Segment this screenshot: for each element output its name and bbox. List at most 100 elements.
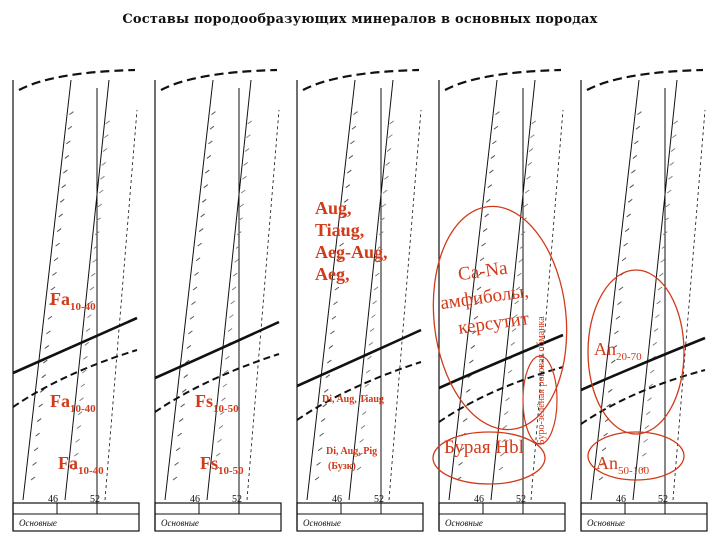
panel-5-hatch (615, 315, 621, 320)
panel-1-diagonal-3 (104, 109, 138, 501)
panel-3-hatch (364, 383, 370, 388)
panel-2-axis-label-46: 46 (190, 494, 200, 505)
p4-amphibole-ellipse (432, 205, 568, 431)
panel-4-hatch (511, 328, 517, 332)
panel-3-hatch (316, 461, 321, 466)
panel-5-hatch (611, 359, 616, 364)
panel-2-hatch (227, 328, 233, 332)
panel-2-hatch (223, 369, 229, 374)
panel-3-hatch (356, 466, 362, 471)
panel-1-hatch (72, 466, 78, 471)
panel-3-hatch (358, 452, 363, 457)
panel-1-hatch (38, 403, 43, 408)
panel-1-hatch (39, 388, 45, 393)
panel-4-hatch (502, 425, 508, 429)
panel-5-hatch (659, 272, 664, 277)
panel-5-hatch (632, 155, 638, 159)
panel-5-hatch (657, 286, 663, 291)
panel-5-hatch (607, 388, 613, 393)
panel-3-hatch (333, 301, 338, 306)
panel-4-hatch (507, 369, 513, 374)
panel-1-bottom-box (12, 502, 140, 532)
panel-2-hatch (211, 111, 216, 116)
panel-4-hatch (478, 271, 483, 276)
panel-2-hatch (185, 359, 190, 364)
panel-3-hatch (363, 397, 368, 402)
panel-5-hatch (673, 120, 678, 125)
panel-1-hatch (77, 411, 83, 415)
p3-pyroxene-aug: Aug, (315, 198, 352, 218)
panel-5-hatch (666, 189, 672, 194)
panel-4-bottom-box (438, 502, 566, 532)
panel-5-hatch (644, 425, 650, 429)
panel-4-hatch (465, 388, 471, 393)
panel-1-hatch (80, 383, 86, 388)
panel-3-hatch (381, 203, 387, 208)
panel-3-hatch (314, 476, 320, 481)
panel-3-hatch (376, 258, 381, 263)
panel-1-diagonal-1 (22, 79, 72, 501)
panel-2-hatch (236, 231, 242, 235)
p2-ferrosilite-label-mid: Fs10-50 (195, 391, 239, 415)
panel-3-boundary-curve-solid (296, 328, 422, 388)
panel-4-hatch (495, 111, 500, 116)
panel-2-hatch (188, 330, 193, 335)
panel-3-hatch (386, 148, 392, 152)
panel-3-hatch (380, 217, 385, 222)
panel-1-hatch (64, 155, 70, 159)
panel-3-hatch (320, 418, 326, 422)
panel-2-hatch (200, 213, 205, 218)
panel-1-hatch (79, 397, 84, 402)
panel-3-hatch (319, 432, 324, 437)
panel-4-hatch (489, 169, 494, 174)
panel-1-top-dashed-curve (18, 68, 136, 91)
panel-5-hatch (601, 447, 607, 452)
panel-3-hatch (384, 175, 389, 180)
panel-1-hatch (30, 476, 36, 481)
panel-1-hatch (104, 134, 109, 139)
panel-2-hatch (244, 148, 250, 152)
panel-4-hatch (475, 301, 480, 306)
panel-1-hatch (67, 125, 73, 130)
panel-1-hatch (84, 342, 90, 346)
panel-2-bottom-box (154, 502, 282, 532)
panel-4-hatch (481, 242, 486, 247)
panel-5-hatch (612, 345, 618, 349)
panel-4-hatch (515, 286, 521, 291)
panel-5-group-label: Основные (587, 518, 625, 528)
panel-2-hatch (191, 301, 196, 306)
p4-vertical-ellipse (522, 355, 558, 445)
p1-fayalite-label-top: Fa10-40 (50, 289, 96, 313)
panel-3-hatch (331, 315, 337, 320)
panel-3-boundary-curve-dashed (296, 361, 422, 421)
panel-5-hatch (627, 198, 633, 203)
panel-2-hatch (180, 403, 185, 408)
panel-4-boundary-curve-solid (438, 333, 564, 390)
panel-4-hatch (514, 300, 519, 305)
panel-5-hatch (621, 257, 627, 262)
panel-1-hatch (105, 120, 110, 125)
panel-1-group-label: Основные (19, 518, 57, 528)
panel-5-axis-label-46: 46 (616, 494, 626, 505)
panel-5-hatch (603, 432, 608, 437)
panel-5-hatch (660, 258, 665, 263)
panel-5-axis-label-52: 52 (658, 494, 668, 505)
panel-3-hatch (337, 257, 343, 262)
panel-1-hatch (76, 425, 82, 429)
panel-4-hatch (527, 162, 533, 166)
panel-3-hatch (372, 300, 377, 305)
p1-fayalite-label-mid: Fa10-40 (50, 391, 96, 415)
panel-1-hatch (69, 111, 74, 116)
panel-3-hatch (378, 231, 384, 235)
panel-5-hatch (635, 125, 641, 130)
panel-5-hatch (642, 452, 647, 457)
panel-1-hatch (96, 217, 101, 222)
panel-2-hatch (208, 140, 213, 145)
panel-4-hatch (530, 134, 535, 139)
panel-3-top-dashed-curve (302, 68, 420, 91)
panel-4-hatch (505, 397, 510, 402)
panel-1-hatch (100, 175, 105, 180)
panel-3-axis-label-46: 46 (332, 494, 342, 505)
panel-3-diagonal-2 (348, 79, 394, 501)
